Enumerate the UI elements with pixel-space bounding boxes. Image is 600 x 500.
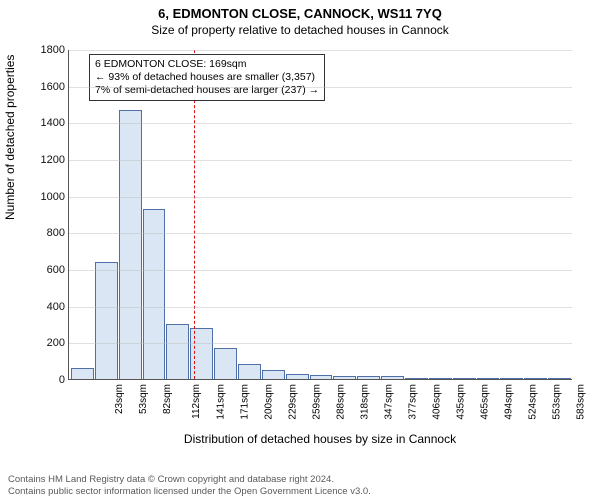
x-tick: 53sqm (138, 384, 149, 414)
annotation-line-2: ← 93% of detached houses are smaller (3,… (95, 71, 319, 84)
bar (214, 348, 237, 379)
x-tick: 259sqm (312, 384, 323, 420)
x-tick: 141sqm (216, 384, 227, 420)
x-tick: 82sqm (162, 384, 173, 414)
bar (548, 378, 571, 379)
annotation-line-1: 6 EDMONTON CLOSE: 169sqm (95, 58, 319, 71)
chart-area: Number of detached properties 6 EDMONTON… (0, 40, 600, 440)
x-tick: 288sqm (336, 384, 347, 420)
x-tick: 494sqm (504, 384, 515, 420)
annotation-box: 6 EDMONTON CLOSE: 169sqm ← 93% of detach… (89, 54, 325, 101)
bar (357, 376, 380, 379)
bar (453, 378, 476, 379)
gridline (69, 233, 572, 234)
gridline (69, 270, 572, 271)
x-tick: 465sqm (480, 384, 491, 420)
bar (333, 376, 356, 379)
x-tick: 229sqm (288, 384, 299, 420)
x-tick: 406sqm (432, 384, 443, 420)
x-tick: 318sqm (360, 384, 371, 420)
bar (95, 262, 118, 379)
bar (286, 374, 309, 379)
gridline (69, 50, 572, 51)
y-tick: 1600 (21, 81, 65, 93)
bar (405, 378, 428, 379)
footer-line-2: Contains public sector information licen… (8, 486, 371, 498)
bar (524, 378, 547, 379)
x-tick: 347sqm (384, 384, 395, 420)
bar (119, 110, 142, 380)
chart-title: 6, EDMONTON CLOSE, CANNOCK, WS11 7YQ (0, 6, 600, 21)
x-tick: 23sqm (114, 384, 125, 414)
y-tick: 1800 (21, 44, 65, 56)
footer-attribution: Contains HM Land Registry data © Crown c… (8, 474, 371, 498)
chart-title-block: 6, EDMONTON CLOSE, CANNOCK, WS11 7YQ Siz… (0, 0, 600, 37)
gridline (69, 160, 572, 161)
gridline (69, 307, 572, 308)
bar (477, 378, 500, 379)
x-tick: 171sqm (240, 384, 251, 420)
y-tick: 800 (21, 227, 65, 239)
y-tick: 400 (21, 301, 65, 313)
gridline (69, 343, 572, 344)
bar (262, 370, 285, 379)
gridline (69, 87, 572, 88)
bar (429, 378, 452, 379)
y-axis-label: Number of detached properties (3, 55, 17, 220)
x-tick: 112sqm (191, 384, 202, 419)
bar (238, 364, 261, 379)
bar (500, 378, 523, 379)
x-axis-label: Distribution of detached houses by size … (68, 432, 572, 446)
y-tick: 1200 (21, 154, 65, 166)
x-tick: 583sqm (576, 384, 587, 420)
bar (310, 375, 333, 379)
footer-line-1: Contains HM Land Registry data © Crown c… (8, 474, 371, 486)
x-tick: 377sqm (408, 384, 419, 420)
chart-subtitle: Size of property relative to detached ho… (0, 23, 600, 37)
gridline (69, 123, 572, 124)
y-tick: 0 (21, 374, 65, 386)
y-tick: 1400 (21, 117, 65, 129)
bar (381, 376, 404, 379)
gridline (69, 197, 572, 198)
plot-region: 6 EDMONTON CLOSE: 169sqm ← 93% of detach… (68, 50, 572, 380)
y-tick: 1000 (21, 191, 65, 203)
x-tick: 200sqm (264, 384, 275, 420)
y-tick: 200 (21, 337, 65, 349)
bar (166, 324, 189, 379)
bar (71, 368, 94, 379)
x-tick: 553sqm (552, 384, 563, 420)
y-tick: 600 (21, 264, 65, 276)
x-tick: 524sqm (528, 384, 539, 420)
x-tick: 435sqm (456, 384, 467, 420)
